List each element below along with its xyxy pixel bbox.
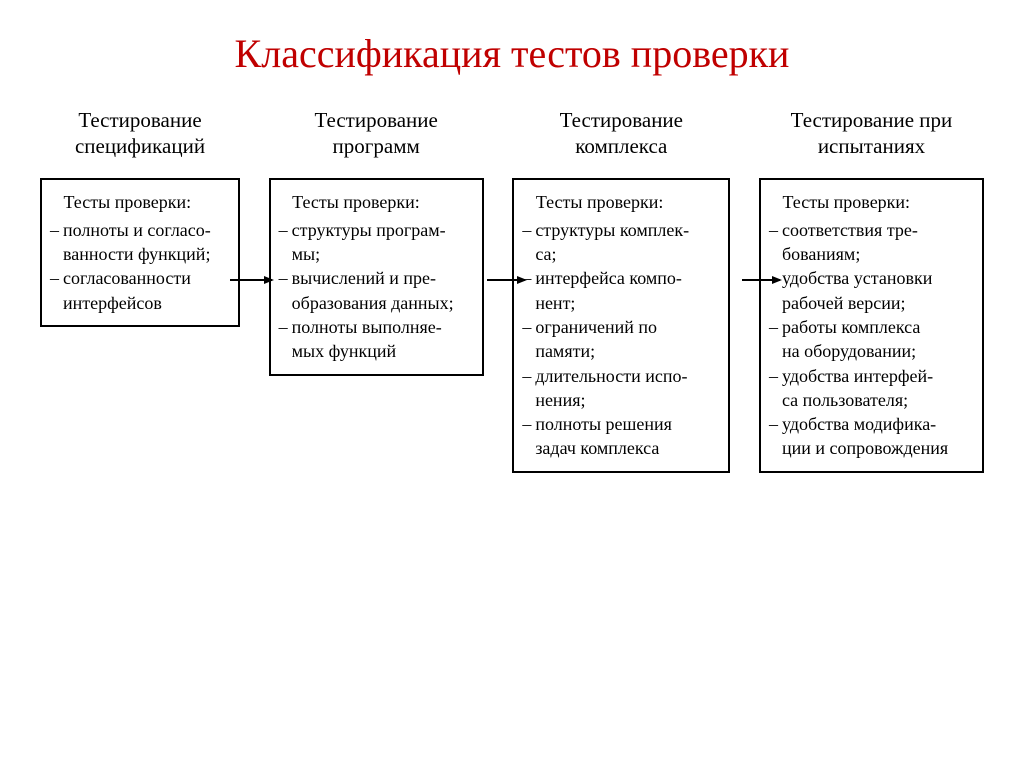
list-item: – работы комплекса на оборудовании; — [769, 315, 974, 364]
dash-icon: – — [279, 315, 292, 339]
item-text: длительности испо- нения; — [535, 364, 720, 413]
column-box: Тесты проверки: –полноты и согласо- ванно… — [40, 178, 240, 327]
dash-icon: – — [769, 218, 782, 242]
column-header: Тестирование комплекса — [512, 107, 730, 160]
item-text: полноты выполняе- мых функций — [292, 315, 474, 364]
item-text: полноты и согласо- ванности функций; — [63, 218, 230, 267]
list-item: – длительности испо- нения; — [522, 364, 720, 413]
item-text: структуры програм- мы; — [292, 218, 474, 267]
dash-icon: – — [522, 315, 535, 339]
slide: Классификация тестов проверки Тестирован… — [0, 0, 1024, 768]
dash-icon: – — [769, 412, 782, 436]
item-text: удобства интерфей- са пользователя; — [782, 364, 974, 413]
columns-container: Тестирование спецификаций Тесты проверки… — [30, 107, 994, 473]
dash-icon: – — [50, 218, 63, 242]
column-header: Тестирование программ — [269, 107, 484, 160]
list-item: –структуры комплек- са; — [522, 218, 720, 267]
dash-icon: – — [50, 266, 63, 290]
item-text: структуры комплек- са; — [535, 218, 720, 267]
dash-icon: – — [769, 315, 782, 339]
list-item: – удобства модифика- ции и сопровождения — [769, 412, 974, 461]
column-3: Тестирование при испытаниях Тесты провер… — [759, 107, 984, 473]
dash-icon: – — [522, 412, 535, 436]
list-item: – полноты решения задач комплекса — [522, 412, 720, 461]
page-title: Классификация тестов проверки — [30, 30, 994, 77]
item-text: удобства установки рабочей версии; — [782, 266, 974, 315]
dash-icon: – — [522, 218, 535, 242]
column-header: Тестирование спецификаций — [40, 107, 240, 160]
column-0: Тестирование спецификаций Тесты проверки… — [40, 107, 240, 327]
list-item: – интерфейса компо- нент; — [522, 266, 720, 315]
list-item: –структуры програм- мы; — [279, 218, 474, 267]
list-item: – удобства установки рабочей версии; — [769, 266, 974, 315]
list-item: – ограничений по памяти; — [522, 315, 720, 364]
dash-icon: – — [769, 266, 782, 290]
item-text: удобства модифика- ции и сопровождения — [782, 412, 974, 461]
column-1: Тестирование программ Тесты проверки:–ст… — [269, 107, 484, 376]
list-item: –соответствия тре- бованиям; — [769, 218, 974, 267]
item-text: соответствия тре- бованиям; — [782, 218, 974, 267]
item-text: интерфейса компо- нент; — [535, 266, 720, 315]
item-text: полноты решения задач комплекса — [535, 412, 720, 461]
dash-icon: – — [279, 266, 292, 290]
column-header: Тестирование при испытаниях — [759, 107, 984, 160]
column-box: Тесты проверки:–структуры програм- мы;– … — [269, 178, 484, 376]
column-box: Тесты проверки:–соответствия тре- бовани… — [759, 178, 984, 473]
box-title: Тесты проверки: — [50, 190, 230, 214]
box-title: Тесты проверки: — [522, 190, 720, 214]
list-item: –согласованности интерфейсов — [50, 266, 230, 315]
list-item: – удобства интерфей- са пользователя; — [769, 364, 974, 413]
column-2: Тестирование комплекса Тесты проверки:–с… — [512, 107, 730, 473]
dash-icon: – — [522, 266, 535, 290]
item-text: вычислений и пре- образования данных; — [292, 266, 474, 315]
list-item: – вычислений и пре- образования данных; — [279, 266, 474, 315]
box-title: Тесты проверки: — [769, 190, 974, 214]
list-item: –полноты и согласо- ванности функций; — [50, 218, 230, 267]
item-text: ограничений по памяти; — [535, 315, 720, 364]
item-text: работы комплекса на оборудовании; — [782, 315, 974, 364]
column-box: Тесты проверки:–структуры комплек- са;– … — [512, 178, 730, 473]
item-text: согласованности интерфейсов — [63, 266, 230, 315]
dash-icon: – — [522, 364, 535, 388]
dash-icon: – — [279, 218, 292, 242]
box-title: Тесты проверки: — [279, 190, 474, 214]
list-item: –полноты выполняе- мых функций — [279, 315, 474, 364]
dash-icon: – — [769, 364, 782, 388]
